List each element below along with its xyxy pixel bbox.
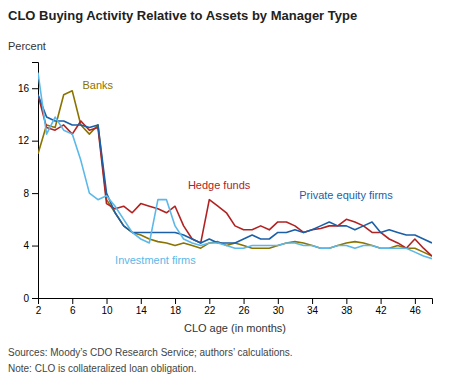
plot-area: 26101418222630343842460481216BanksHedge … [18,63,433,317]
y-tick: 12 [18,135,38,146]
y-tick: 8 [23,188,38,199]
x-tick-mark [415,298,416,304]
x-tick-label: 22 [204,305,216,316]
y-tick-mark [32,246,38,247]
y-tick-mark [32,141,38,142]
x-tick-mark [72,298,73,304]
annotation: Investment firms [115,254,196,266]
y-tick-mark [32,298,38,299]
x-tick-mark [244,298,245,304]
x-tick: 46 [410,298,422,316]
x-tick-label: 38 [341,305,353,316]
x-tick: 6 [70,298,76,316]
lines [38,72,432,258]
x-tick-label: 46 [410,305,422,316]
x-tick-label: 26 [239,305,251,316]
x-tick-mark [209,298,210,304]
footnote: Sources: Moody’s CDO Research Service; a… [8,347,293,358]
x-tick-label: 14 [136,305,148,316]
x-axis: 2610141822263034384246 [36,298,433,316]
x-tick-label: 30 [273,305,285,316]
x-tick-label: 34 [307,305,319,316]
annotations: Banks Hedge funds Private equity firms Inve… [83,79,394,267]
x-tick: 26 [239,298,251,316]
y-tick-mark [32,88,38,89]
series-line [38,95,432,256]
x-tick-label: 10 [101,305,113,316]
x-tick: 22 [204,298,216,316]
series-line [38,72,432,258]
x-tick: 42 [376,298,388,316]
x-axis-line [39,299,433,305]
x-tick-mark [312,298,313,304]
x-tick-mark [346,298,347,304]
annotation: Hedge funds [188,179,251,191]
title: CLO Buying Activity Relative to Assets b… [8,8,357,23]
x-tick-mark [107,298,108,304]
x-tick-mark [175,298,176,304]
y-tick-label: 4 [23,240,29,251]
x-tick-mark [141,298,142,304]
x-tick-label: 42 [376,305,388,316]
y-tick-mark [32,193,38,194]
annotation: Private equity firms [299,189,393,201]
y-tick: 16 [18,83,38,94]
chart: CLO Buying Activity Relative to Assets b… [0,0,450,390]
series-line [38,91,432,256]
y-axis-label: Percent [8,40,46,52]
x-tick: 38 [341,298,353,316]
y-axis-line [32,63,39,299]
x-tick-label: 6 [70,305,76,316]
x-tick: 18 [170,298,182,316]
y-tick-label: 0 [23,293,29,304]
x-tick-label: 2 [36,305,42,316]
x-tick: 14 [136,298,148,316]
y-tick-label: 8 [23,188,29,199]
y-tick: 0 [23,293,38,304]
x-tick-mark [278,298,279,304]
y-axis: 0 4 8 12 16 [18,63,39,304]
x-tick-label: 18 [170,305,182,316]
x-tick: 2 [36,298,42,316]
y-tick: 4 [23,240,38,251]
annotation: Banks [83,79,114,91]
x-tick: 10 [101,298,113,316]
y-tick-label: 16 [18,83,30,94]
x-axis-label: CLO age (in months) [184,322,286,334]
x-tick: 34 [307,298,319,316]
series-line [38,95,432,243]
y-tick-label: 12 [18,135,30,146]
footnote: Note: CLO is collateralized loan obligat… [8,363,196,374]
x-tick-mark [381,298,382,304]
x-tick: 30 [273,298,285,316]
